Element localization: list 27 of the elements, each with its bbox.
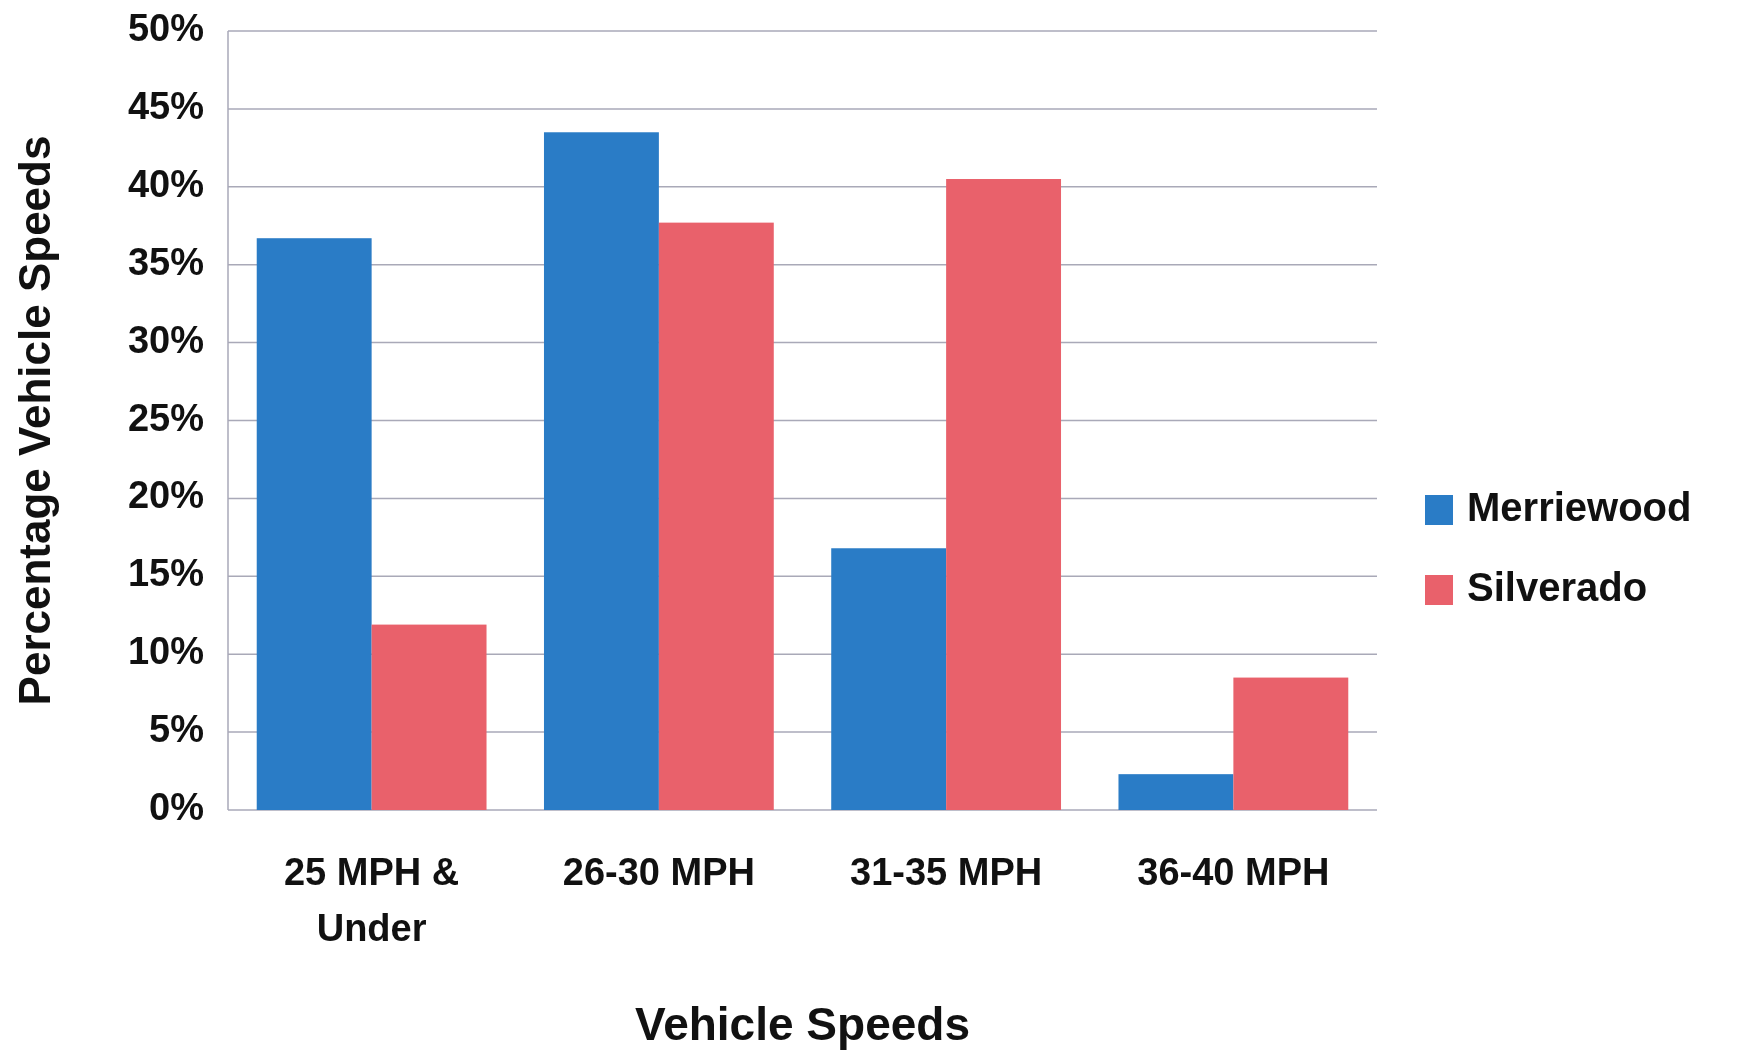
legend-label: Merriewood (1467, 484, 1692, 529)
y-tick-label: 50% (127, 7, 204, 50)
bar (831, 548, 947, 810)
bar (256, 238, 372, 810)
y-tick-label: 40% (127, 162, 204, 205)
x-axis-title: Vehicle Speeds (635, 998, 970, 1050)
y-tick-label: 20% (127, 474, 204, 517)
y-tick-label: 5% (149, 708, 204, 751)
y-tick-label: 15% (127, 552, 204, 595)
legend-label: Silverado (1467, 564, 1648, 609)
bar (658, 222, 774, 810)
bar (543, 132, 659, 810)
y-tick-label: 25% (127, 396, 204, 439)
bar (371, 624, 487, 810)
y-axis-title: Percentage Vehicle Speeds (10, 135, 59, 706)
y-tick-label: 35% (127, 240, 204, 283)
bar (946, 179, 1062, 810)
y-tick-label: 10% (127, 630, 204, 673)
y-tick-label: 0% (149, 786, 204, 829)
x-tick-label: 31-35 MPH (850, 851, 1043, 893)
x-tick-label: 36-40 MPH (1137, 851, 1330, 893)
y-tick-label: 45% (127, 84, 204, 127)
x-tick-label: 26-30 MPH (562, 851, 755, 893)
bar (1233, 677, 1349, 810)
x-tick-label: 25 MPH & Under (283, 851, 460, 949)
bar (1118, 774, 1234, 810)
y-tick-label: 30% (127, 318, 204, 361)
